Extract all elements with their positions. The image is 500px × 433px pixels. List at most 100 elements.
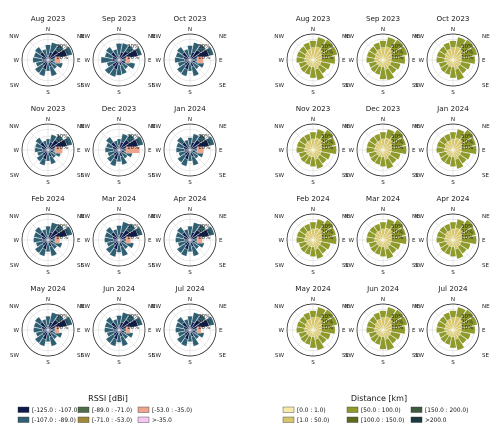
windrose-wedge <box>460 137 477 149</box>
windrose-wedge <box>315 36 326 49</box>
panel-title: Dec 2023 <box>366 104 401 113</box>
windrose-wedge <box>104 147 114 153</box>
windrose-panel: Jun 2024 10%20%30% N NE E SE S SW W NW <box>80 284 156 366</box>
windrose-wedge <box>109 157 118 167</box>
polar-frame <box>426 303 480 357</box>
windrose-wedge-east <box>125 56 131 64</box>
direction-label-n: N <box>451 117 455 123</box>
panel-title: Jul 2024 <box>174 284 205 293</box>
windrose-wedge <box>176 63 187 74</box>
legend-label: [50.0 : 100.0) <box>361 408 401 414</box>
radial-tick-label: 20% <box>127 139 139 145</box>
windrose-wedge <box>45 315 51 327</box>
direction-label-n: N <box>46 27 50 33</box>
direction-label-s: S <box>381 360 385 366</box>
windrose-wedge <box>389 241 401 250</box>
windrose-wedge <box>35 60 45 67</box>
windrose-wedge <box>460 46 478 59</box>
panel-title: Aug 2023 <box>296 14 331 23</box>
windrose-panel: Sep 2023 10%20%30% N NE E SE S SW W NW <box>344 14 420 96</box>
direction-label-se: SE <box>219 353 227 359</box>
windrose-wedge <box>178 150 187 157</box>
radial-tick-label: 30% <box>391 314 403 320</box>
direction-label-sw: SW <box>275 353 285 359</box>
windrose-wedge <box>104 64 115 75</box>
polar-frame <box>426 213 480 267</box>
legend-swatch <box>17 416 30 423</box>
windrose-wedge <box>206 136 215 147</box>
windrose-wedge <box>49 245 58 257</box>
windrose-wedge <box>374 155 382 166</box>
direction-label-s: S <box>311 270 315 276</box>
panel-title: Jul 2024 <box>437 284 468 293</box>
windrose-wedge <box>440 63 450 73</box>
windrose-wedge <box>385 218 395 230</box>
windrose-wedge <box>369 316 378 325</box>
radial-tick-label: 20% <box>198 229 210 235</box>
direction-label-e: E <box>342 58 346 64</box>
direction-label-se: SE <box>77 353 85 359</box>
direction-label-ne: NE <box>77 124 85 130</box>
direction-label-w: W <box>155 238 161 244</box>
windrose-wedge <box>187 315 193 327</box>
radial-tick-label: 10% <box>461 145 473 151</box>
windrose-wedge <box>174 57 185 63</box>
radial-tick-label: 20% <box>56 49 68 55</box>
windrose-wedge <box>457 244 467 254</box>
windrose-wedge <box>454 67 465 81</box>
panel-title: Nov 2023 <box>31 104 66 113</box>
direction-label-se: SE <box>412 263 420 269</box>
windrose-wedge <box>196 43 207 54</box>
windrose-wedge <box>34 46 43 55</box>
windrose-wedge <box>41 318 48 328</box>
direction-label-n: N <box>311 207 315 213</box>
windrose-wedge <box>38 67 47 77</box>
windrose-panel: Nov 2023 10%20%30% N NE E SE S SW W NW <box>274 104 350 186</box>
windrose-panel: Jan 2024 10%20%30% N NE E SE S SW W NW <box>151 104 227 186</box>
windrose-wedge <box>120 331 129 340</box>
panel-title: Apr 2024 <box>173 194 206 203</box>
windrose-wedge <box>36 150 45 157</box>
windrose-wedge <box>461 55 476 65</box>
windrose-wedge <box>436 140 447 149</box>
windrose-wedge <box>124 61 136 70</box>
windrose-wedge <box>449 246 457 257</box>
direction-label-se: SE <box>219 263 227 269</box>
direction-label-se: SE <box>77 173 85 179</box>
direction-label-nw: NW <box>344 124 354 130</box>
windrose-wedge <box>436 50 447 59</box>
direction-label-n: N <box>188 117 192 123</box>
windrose-wedge-east <box>196 56 204 64</box>
direction-label-e: E <box>482 148 486 154</box>
windrose-wedge <box>385 128 395 140</box>
windrose-wedge <box>374 65 382 76</box>
windrose-wedge <box>319 39 334 54</box>
panel-title: Jun 2024 <box>102 284 135 293</box>
radial-tick-label: 30% <box>321 224 333 230</box>
windrose-wedge <box>317 154 327 164</box>
direction-label-nw: NW <box>80 34 90 40</box>
windrose-wedge <box>49 331 58 340</box>
windrose-wedge <box>106 60 116 67</box>
windrose-wedge <box>135 316 143 327</box>
direction-label-n: N <box>46 297 50 303</box>
windrose-wedge <box>191 312 200 324</box>
windrose-wedge <box>303 223 312 233</box>
windrose-wedge <box>366 146 375 154</box>
direction-label-n: N <box>451 207 455 213</box>
direction-label-sw: SW <box>152 263 162 269</box>
windrose-wedge <box>45 152 51 162</box>
direction-label-se: SE <box>482 173 490 179</box>
windrose-wedge <box>300 63 310 73</box>
panel-title: Oct 2023 <box>173 14 206 23</box>
direction-label-ne: NE <box>219 214 227 220</box>
windrose-wedge <box>120 155 128 166</box>
direction-label-ne: NE <box>412 304 420 310</box>
legend-swatch <box>410 416 423 423</box>
legend-label: >-35.0 <box>152 418 172 424</box>
polar-frame <box>163 213 217 267</box>
windrose-wedge <box>49 312 58 324</box>
direction-label-n: N <box>117 27 121 33</box>
radial-tick-label: 30% <box>56 44 68 50</box>
windrose-panel: Apr 2024 10%20%30% N NE E SE S SW W NW <box>414 194 490 276</box>
